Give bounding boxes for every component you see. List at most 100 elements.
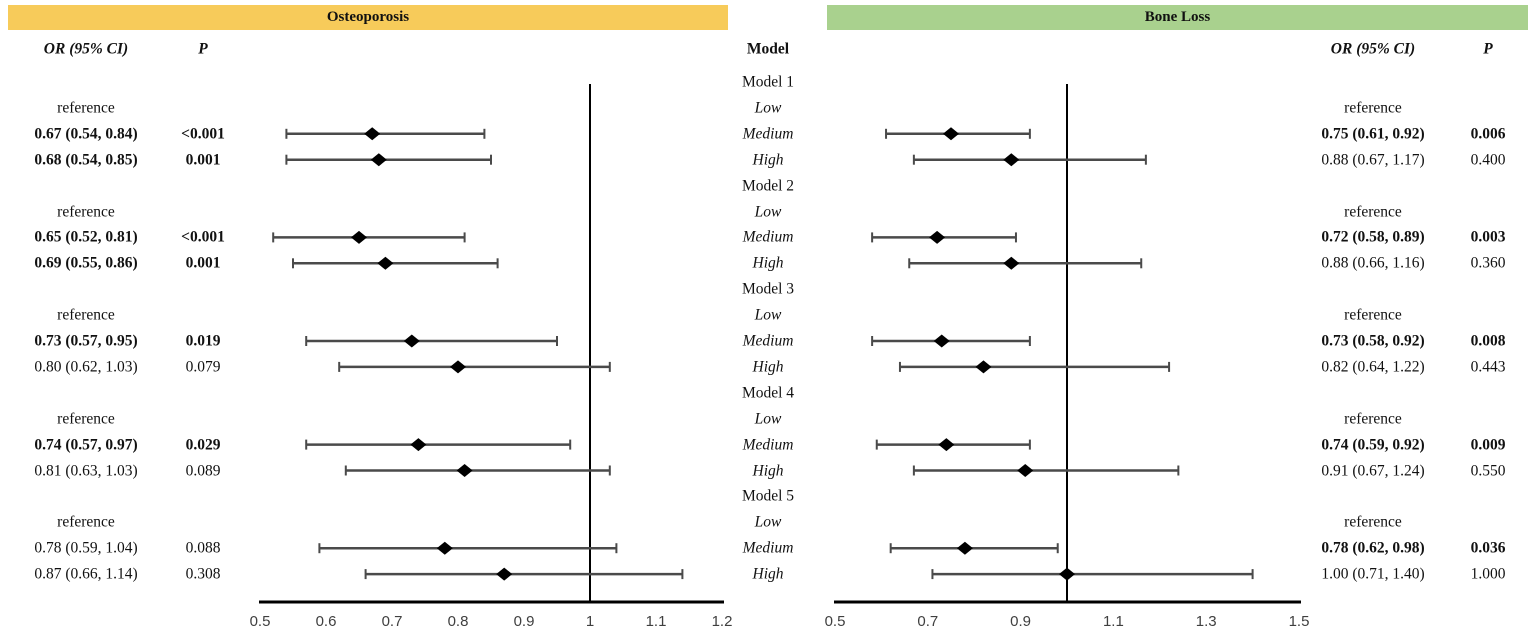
right-x-tick-label: 0.7 — [917, 613, 938, 630]
left-p-value: 0.001 — [185, 150, 221, 168]
left-x-tick-label: 0.6 — [316, 613, 337, 630]
left-x-tick-label: 0.8 — [448, 613, 469, 630]
left-or-ci-value: reference — [57, 202, 115, 220]
right-or-diamond-marker — [938, 438, 955, 452]
left-or-diamond-marker — [456, 464, 473, 477]
left-p-value: <0.001 — [181, 228, 225, 246]
left-p-value: 0.001 — [185, 254, 221, 272]
model-label: Model 5 — [741, 487, 795, 505]
right-or-ci-column-header: OR (95% CI) — [1330, 40, 1416, 58]
right-or-ci-value: 0.82 (0.64, 1.22) — [1321, 358, 1425, 376]
left-or-ci-value: 0.78 (0.59, 1.04) — [34, 539, 138, 557]
left-x-tick-label: 1 — [586, 613, 594, 630]
level-label: Medium — [742, 125, 794, 143]
level-label: High — [752, 565, 784, 583]
level-label: High — [752, 254, 784, 272]
right-or-ci-value: reference — [1344, 513, 1402, 531]
right-x-tick-label: 0.9 — [1010, 613, 1031, 630]
left-or-ci-value: 0.80 (0.62, 1.03) — [34, 358, 138, 376]
left-or-ci-value: reference — [57, 409, 115, 427]
left-or-diamond-marker — [370, 153, 387, 167]
right-or-diamond-marker — [1003, 153, 1020, 167]
left-x-tick-label: 0.9 — [514, 613, 535, 630]
left-or-ci-value: 0.74 (0.57, 0.97) — [34, 435, 138, 453]
right-or-ci-value: reference — [1344, 202, 1402, 220]
right-or-ci-value: reference — [1344, 409, 1402, 427]
left-p-value: 0.308 — [185, 565, 221, 583]
left-p-value: 0.089 — [185, 461, 221, 479]
left-or-diamond-marker — [450, 360, 466, 374]
right-or-diamond-marker — [1017, 464, 1034, 477]
left-p-value: 0.088 — [185, 539, 221, 557]
right-or-ci-value: 0.78 (0.62, 0.98) — [1321, 539, 1425, 557]
right-x-tick-label: 0.5 — [825, 613, 846, 630]
right-or-diamond-marker — [943, 127, 959, 141]
right-p-value: 0.360 — [1470, 254, 1506, 272]
right-or-ci-value: 0.75 (0.61, 0.92) — [1321, 125, 1425, 143]
left-or-diamond-marker — [377, 256, 394, 270]
left-or-ci-value: reference — [57, 99, 115, 117]
left-or-diamond-marker — [436, 541, 453, 555]
model-column-header: Model — [746, 40, 790, 58]
bone-loss-header-bar: Bone Loss — [827, 5, 1528, 30]
right-or-ci-value: reference — [1344, 306, 1402, 324]
level-label: Medium — [742, 435, 794, 453]
left-or-diamond-marker — [410, 438, 427, 452]
bone-loss-title: Bone Loss — [1144, 9, 1211, 25]
right-x-tick-label: 1.3 — [1196, 613, 1217, 630]
level-label: High — [752, 461, 784, 479]
right-or-ci-value: 1.00 (0.71, 1.40) — [1321, 565, 1425, 583]
left-or-ci-value: 0.68 (0.54, 0.85) — [34, 150, 138, 168]
level-label: Low — [754, 202, 782, 220]
left-or-diamond-marker — [403, 334, 420, 348]
left-or-ci-value: 0.73 (0.57, 0.95) — [34, 332, 138, 350]
right-p-value: 0.550 — [1470, 461, 1506, 479]
left-p-value: 0.029 — [185, 435, 221, 453]
left-or-ci-value: reference — [57, 306, 115, 324]
right-p-value: 0.003 — [1470, 228, 1506, 246]
left-or-ci-value: 0.67 (0.54, 0.84) — [34, 125, 138, 143]
left-or-diamond-marker — [364, 127, 381, 141]
osteoporosis-title: Osteoporosis — [326, 9, 410, 25]
right-x-tick-label: 1.1 — [1103, 613, 1124, 630]
right-p-value: 0.008 — [1470, 332, 1506, 350]
right-or-diamond-marker — [933, 334, 950, 348]
left-x-tick-label: 0.7 — [382, 613, 403, 630]
right-or-diamond-marker — [929, 230, 946, 244]
model-label: Model 2 — [741, 176, 795, 194]
level-label: Medium — [742, 332, 794, 350]
left-x-tick-label: 0.5 — [250, 613, 271, 630]
right-p-value: 0.009 — [1470, 435, 1506, 453]
model-label: Model 4 — [741, 384, 795, 402]
model-label: Model 3 — [741, 280, 795, 298]
right-p-column-header: P — [1483, 40, 1493, 58]
left-p-value: 0.019 — [185, 332, 221, 350]
left-p-column-header: P — [198, 40, 208, 58]
level-label: High — [752, 358, 784, 376]
right-or-diamond-marker — [956, 541, 973, 555]
level-label: Medium — [742, 539, 794, 557]
left-or-ci-value: 0.87 (0.66, 1.14) — [34, 565, 138, 583]
level-label: Low — [754, 99, 782, 117]
right-or-ci-value: 0.88 (0.66, 1.16) — [1321, 254, 1425, 272]
right-or-ci-value: reference — [1344, 99, 1402, 117]
right-or-ci-value: 0.88 (0.67, 1.17) — [1321, 150, 1425, 168]
right-x-tick-label: 1.5 — [1289, 613, 1310, 630]
left-or-diamond-marker — [351, 230, 367, 244]
model-label: Model 1 — [741, 73, 795, 91]
right-p-value: 1.000 — [1470, 565, 1506, 583]
left-or-diamond-marker — [496, 567, 513, 581]
left-or-ci-value: 0.81 (0.63, 1.03) — [34, 461, 138, 479]
right-or-diamond-marker — [975, 360, 992, 374]
right-p-value: 0.006 — [1470, 125, 1506, 143]
right-or-diamond-marker — [1059, 567, 1075, 581]
right-or-ci-value: 0.74 (0.59, 0.92) — [1321, 435, 1425, 453]
left-or-ci-value: 0.65 (0.52, 0.81) — [34, 228, 138, 246]
left-p-value: 0.079 — [185, 358, 221, 376]
left-x-tick-label: 1.1 — [646, 613, 667, 630]
right-p-value: 0.400 — [1470, 150, 1506, 168]
level-label: Low — [754, 306, 782, 324]
level-label: High — [752, 150, 784, 168]
